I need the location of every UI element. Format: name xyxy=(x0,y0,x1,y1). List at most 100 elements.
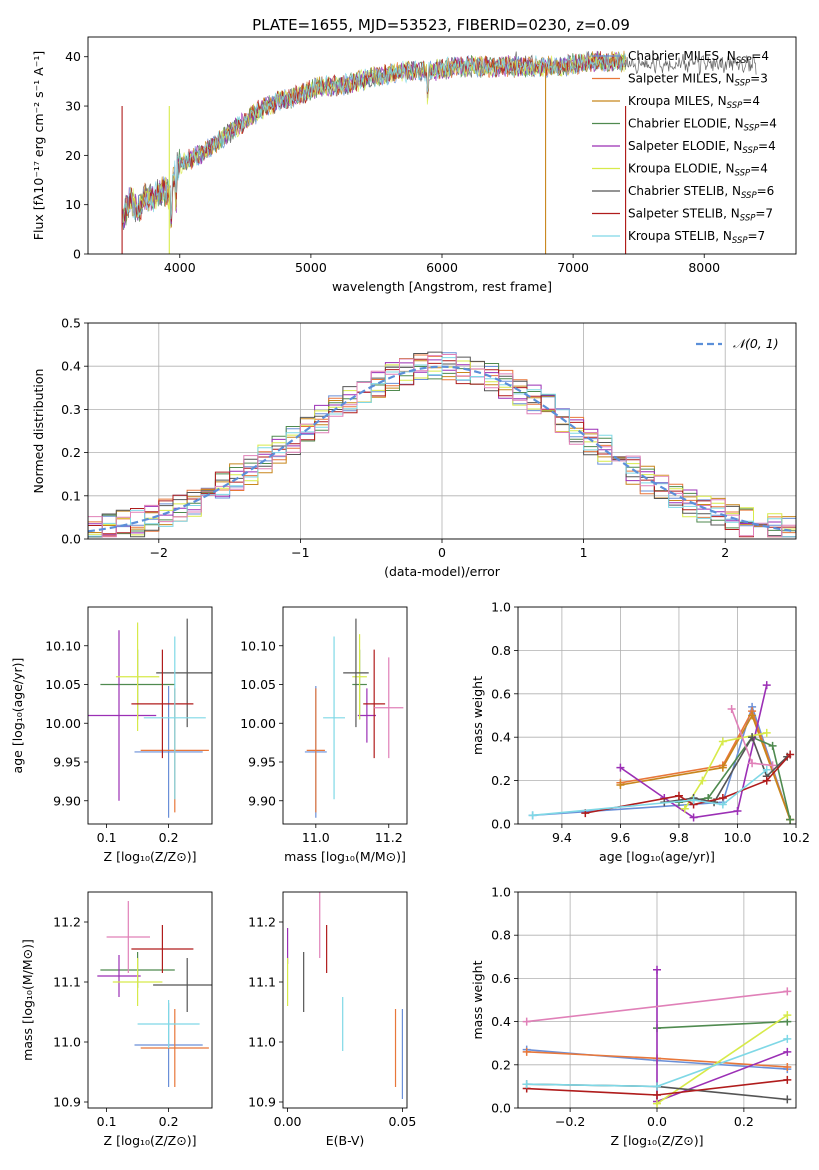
weight-marker xyxy=(783,1047,792,1056)
weight-marker xyxy=(786,750,795,759)
x-tick-label: 8000 xyxy=(688,260,720,275)
plot-area xyxy=(88,618,212,818)
y-tick-label: 0.2 xyxy=(491,773,511,788)
plot-area xyxy=(121,50,757,254)
weight-marker xyxy=(748,759,757,768)
plot-area xyxy=(286,892,404,1099)
axes-frame xyxy=(282,891,408,1109)
x-axis-label: Z [log₁₀(Z/Z⊙)] xyxy=(611,1133,704,1148)
x-tick-label: 11.0 xyxy=(302,830,330,845)
y-tick-label: 10.00 xyxy=(240,716,276,731)
legend: Chabrier MILES, NSSP=4 Salpeter MILES, NS… xyxy=(592,49,777,246)
x-axis-label: Z [log₁₀(Z/Z⊙)] xyxy=(104,849,197,864)
axes-frame xyxy=(87,891,213,1109)
y-tick-label: 10.10 xyxy=(45,638,81,653)
normal-curve xyxy=(88,365,796,533)
plot-area xyxy=(97,901,212,1087)
x-tick-label: 2 xyxy=(721,545,729,560)
y-tick-label: 0.6 xyxy=(491,971,511,986)
x-tick-label: 4000 xyxy=(164,260,196,275)
weight-line-6 xyxy=(664,735,788,804)
axes-1: −2 −1 0 1 2 0.0 0.1 0.2 0.3 0.4 0.5 (data-model)/er… xyxy=(31,316,797,579)
legend-label: Chabrier MILES, NSSP=4 xyxy=(628,49,769,66)
legend-label: Kroupa STELIB, NSSP=7 xyxy=(628,229,765,246)
y-tick-label: 10.05 xyxy=(45,677,81,692)
x-axis-label: (data-model)/error xyxy=(384,564,501,579)
x-tick-label: −1 xyxy=(291,545,309,560)
y-tick-label: 0.2 xyxy=(491,1057,511,1072)
weight-line-2 xyxy=(620,713,791,820)
plot-area xyxy=(304,618,404,818)
y-tick-label: 0.0 xyxy=(61,532,81,547)
plot-layer: 4000 5000 6000 7000 8000010203040wavelength … xyxy=(10,36,810,1148)
plot-area xyxy=(88,323,796,539)
weight-marker xyxy=(727,704,736,713)
y-tick-label: 30 xyxy=(65,99,81,114)
axes-frame xyxy=(282,606,408,825)
axes-2: 0.1 0.2 9.90 9.95 10.00 10.05 10.10 Z [log₁₀(Z/… xyxy=(10,606,213,864)
spectrum-line-7 xyxy=(121,51,626,225)
weight-line-8 xyxy=(532,769,768,817)
y-tick-label: 0.8 xyxy=(491,643,511,658)
y-tick-label: 0 xyxy=(73,247,81,262)
x-tick-label: 7000 xyxy=(557,260,589,275)
weight-marker xyxy=(748,733,757,742)
spectrum-line-8 xyxy=(121,51,626,224)
axes-frame xyxy=(87,322,797,540)
x-tick-label: 1 xyxy=(580,545,588,560)
weight-marker xyxy=(522,1047,531,1056)
y-tick-label: 9.95 xyxy=(248,755,276,770)
axes-6: 0.00 0.05 10.9 11.0 11.1 11.2 E(B-V) xyxy=(248,891,416,1148)
y-tick-label: 9.90 xyxy=(53,793,81,808)
weight-marker xyxy=(783,1075,792,1084)
weight-marker xyxy=(680,804,689,813)
figure-title: PLATE=1655, MJD=53523, FIBERID=0230, z=0… xyxy=(252,16,630,34)
x-tick-label: 0.1 xyxy=(97,1114,117,1129)
y-tick-label: 40 xyxy=(65,49,81,64)
y-tick-label: 20 xyxy=(65,148,81,163)
weight-marker xyxy=(522,1080,531,1089)
weight-marker xyxy=(522,1017,531,1026)
x-axis-label: E(B-V) xyxy=(326,1133,365,1148)
legend-label: Kroupa ELODIE, NSSP=4 xyxy=(628,162,768,179)
y-tick-label: 11.0 xyxy=(53,1035,81,1050)
weight-marker xyxy=(783,987,792,996)
weight-marker xyxy=(689,813,698,822)
y-tick-label: 0.3 xyxy=(61,402,81,417)
legend-label: Salpeter MILES, NSSP=3 xyxy=(628,72,768,89)
y-tick-label: 0.0 xyxy=(491,817,511,832)
y-tick-label: 11.2 xyxy=(53,915,81,930)
weight-marker xyxy=(653,965,661,974)
x-tick-label: 11.2 xyxy=(375,830,403,845)
x-tick-label: 6000 xyxy=(426,260,458,275)
weight-marker xyxy=(689,796,698,805)
y-axis-label: Normed distribution xyxy=(31,369,46,494)
y-tick-label: 1.0 xyxy=(491,885,511,900)
weight-marker xyxy=(653,1099,661,1108)
legend-label: Kroupa MILES, NSSP=4 xyxy=(628,94,760,111)
histogram-9 xyxy=(88,354,796,538)
x-tick-label: 5000 xyxy=(295,260,327,275)
weight-marker xyxy=(768,741,777,750)
plot-area xyxy=(518,607,796,824)
weight-marker xyxy=(783,1034,792,1043)
y-tick-label: 10.9 xyxy=(53,1095,81,1110)
legend-label: Chabrier ELODIE, NSSP=4 xyxy=(628,117,777,134)
y-tick-label: 10.10 xyxy=(240,638,276,653)
plot-area xyxy=(518,892,796,1108)
axes-3: 11.0 11.2 9.90 9.95 10.00 10.05 10.10 mass [log… xyxy=(240,606,408,864)
y-tick-label: 11.2 xyxy=(248,915,276,930)
x-tick-label: −0.2 xyxy=(555,1114,585,1129)
weight-line-3 xyxy=(656,1020,788,1029)
weight-marker xyxy=(698,776,707,785)
x-tick-label: 0.0 xyxy=(647,1114,667,1129)
y-tick-label: 11.0 xyxy=(248,1035,276,1050)
y-tick-label: 0.4 xyxy=(491,1014,511,1029)
weight-marker xyxy=(718,763,727,772)
axes-frame xyxy=(517,891,797,1109)
y-tick-label: 0.5 xyxy=(61,316,81,331)
weight-marker xyxy=(762,765,771,774)
weight-marker xyxy=(733,806,742,815)
legend-label: Salpeter STELIB, NSSP=7 xyxy=(628,207,773,224)
legend-label: Chabrier STELIB, NSSP=6 xyxy=(628,184,774,201)
